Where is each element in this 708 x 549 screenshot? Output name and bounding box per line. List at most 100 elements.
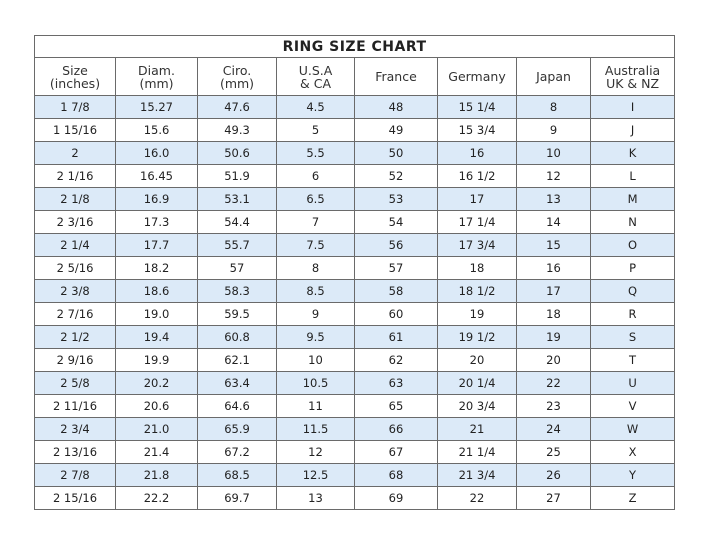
cell-japan: 15 — [516, 233, 591, 257]
cell-france: 56 — [354, 233, 438, 257]
cell-australia-uk-nz: Q — [589, 279, 676, 303]
table-body: 1 7/8 15.27 47.6 4.5 48 15 1/4 8 I 1 15/16 15.6 49… — [34, 95, 676, 510]
cell-japan: 17 — [516, 279, 591, 303]
cell-size-inches: 2 1/2 — [34, 325, 116, 349]
cell-size-inches: 2 — [34, 141, 116, 165]
cell-diameter-mm: 21.0 — [115, 417, 198, 441]
cell-circumference-mm: 51.9 — [197, 164, 277, 188]
cell-circumference-mm: 50.6 — [197, 141, 277, 165]
cell-size-inches: 2 3/16 — [34, 210, 116, 234]
cell-diameter-mm: 15.6 — [115, 118, 198, 142]
cell-australia-uk-nz: M — [589, 187, 676, 211]
cell-circumference-mm: 57 — [197, 256, 277, 280]
cell-size-inches: 2 15/16 — [34, 486, 116, 510]
cell-usa-ca: 10 — [276, 348, 355, 372]
cell-diameter-mm: 18.6 — [115, 279, 198, 303]
cell-germany: 20 3/4 — [437, 394, 517, 418]
cell-france: 54 — [354, 210, 438, 234]
cell-australia-uk-nz: P — [589, 256, 676, 280]
cell-diameter-mm: 20.2 — [115, 371, 198, 395]
cell-australia-uk-nz: Z — [589, 486, 676, 510]
cell-diameter-mm: 19.0 — [115, 302, 198, 326]
cell-diameter-mm: 19.9 — [115, 348, 198, 372]
cell-diameter-mm: 22.2 — [115, 486, 198, 510]
cell-australia-uk-nz: N — [589, 210, 676, 234]
header-circumference-mm: Ciro. (mm) — [197, 57, 277, 96]
table-row: 2 3/8 18.6 58.3 8.5 58 18 1/2 17 Q — [34, 279, 676, 303]
table-row: 1 15/16 15.6 49.3 5 49 15 3/4 9 J — [34, 118, 676, 142]
table-row: 2 7/16 19.0 59.5 9 60 19 18 R — [34, 302, 676, 326]
cell-germany: 19 — [437, 302, 517, 326]
cell-australia-uk-nz: W — [589, 417, 676, 441]
cell-australia-uk-nz: L — [589, 164, 676, 188]
cell-japan: 13 — [516, 187, 591, 211]
table-row: 2 3/4 21.0 65.9 11.5 66 21 24 W — [34, 417, 676, 441]
cell-circumference-mm: 55.7 — [197, 233, 277, 257]
table-row: 2 1/16 16.45 51.9 6 52 16 1/2 12 L — [34, 164, 676, 188]
cell-australia-uk-nz: T — [589, 348, 676, 372]
cell-france: 53 — [354, 187, 438, 211]
cell-japan: 25 — [516, 440, 591, 464]
cell-germany: 16 — [437, 141, 517, 165]
cell-size-inches: 2 11/16 — [34, 394, 116, 418]
cell-germany: 21 1/4 — [437, 440, 517, 464]
cell-australia-uk-nz: O — [589, 233, 676, 257]
table-row: 2 11/16 20.6 64.6 11 65 20 3/4 23 V — [34, 394, 676, 418]
cell-germany: 17 1/4 — [437, 210, 517, 234]
table-row: 2 5/16 18.2 57 8 57 18 16 P — [34, 256, 676, 280]
cell-diameter-mm: 20.6 — [115, 394, 198, 418]
table-row: 2 7/8 21.8 68.5 12.5 68 21 3/4 26 Y — [34, 463, 676, 487]
cell-diameter-mm: 18.2 — [115, 256, 198, 280]
header-australia-uk-nz: Australia UK & NZ — [589, 57, 676, 96]
cell-japan: 26 — [516, 463, 591, 487]
cell-size-inches: 2 9/16 — [34, 348, 116, 372]
cell-japan: 19 — [516, 325, 591, 349]
table-row: 1 7/8 15.27 47.6 4.5 48 15 1/4 8 I — [34, 95, 676, 119]
header-size-inches: Size (inches) — [34, 57, 116, 96]
cell-size-inches: 2 3/8 — [34, 279, 116, 303]
cell-france: 63 — [354, 371, 438, 395]
cell-usa-ca: 9 — [276, 302, 355, 326]
cell-size-inches: 2 7/8 — [34, 463, 116, 487]
cell-circumference-mm: 49.3 — [197, 118, 277, 142]
cell-france: 69 — [354, 486, 438, 510]
cell-australia-uk-nz: R — [589, 302, 676, 326]
cell-size-inches: 2 5/16 — [34, 256, 116, 280]
cell-japan: 27 — [516, 486, 591, 510]
header-line: (mm) — [139, 75, 174, 91]
cell-japan: 9 — [516, 118, 591, 142]
cell-japan: 20 — [516, 348, 591, 372]
cell-size-inches: 2 1/4 — [34, 233, 116, 257]
cell-diameter-mm: 16.45 — [115, 164, 198, 188]
header-line: UK & NZ — [606, 75, 660, 91]
header-line: U.S.A — [298, 62, 333, 78]
cell-japan: 12 — [516, 164, 591, 188]
table-row: 2 1/8 16.9 53.1 6.5 53 17 13 M — [34, 187, 676, 211]
cell-circumference-mm: 63.4 — [197, 371, 277, 395]
cell-france: 52 — [354, 164, 438, 188]
cell-germany: 15 1/4 — [437, 95, 517, 119]
cell-germany: 20 — [437, 348, 517, 372]
header-line: (mm) — [219, 75, 255, 91]
header-line: Size — [62, 62, 88, 78]
cell-size-inches: 2 13/16 — [34, 440, 116, 464]
cell-japan: 24 — [516, 417, 591, 441]
cell-usa-ca: 7.5 — [276, 233, 355, 257]
cell-circumference-mm: 59.5 — [197, 302, 277, 326]
table-row: 2 1/2 19.4 60.8 9.5 61 19 1/2 19 S — [34, 325, 676, 349]
cell-usa-ca: 10.5 — [276, 371, 355, 395]
cell-australia-uk-nz: X — [589, 440, 676, 464]
cell-france: 68 — [354, 463, 438, 487]
cell-usa-ca: 4.5 — [276, 95, 355, 119]
header-usa-ca: U.S.A & CA — [276, 57, 355, 96]
cell-japan: 8 — [516, 95, 591, 119]
header-row: Size (inches) Diam. (mm) Ciro. (mm) U.S.A & CA F… — [34, 57, 676, 96]
cell-usa-ca: 8.5 — [276, 279, 355, 303]
cell-germany: 21 3/4 — [437, 463, 517, 487]
table-row: 2 1/4 17.7 55.7 7.5 56 17 3/4 15 O — [34, 233, 676, 257]
cell-diameter-mm: 19.4 — [115, 325, 198, 349]
cell-germany: 17 — [437, 187, 517, 211]
cell-circumference-mm: 53.1 — [197, 187, 277, 211]
cell-australia-uk-nz: V — [589, 394, 676, 418]
cell-circumference-mm: 68.5 — [197, 463, 277, 487]
